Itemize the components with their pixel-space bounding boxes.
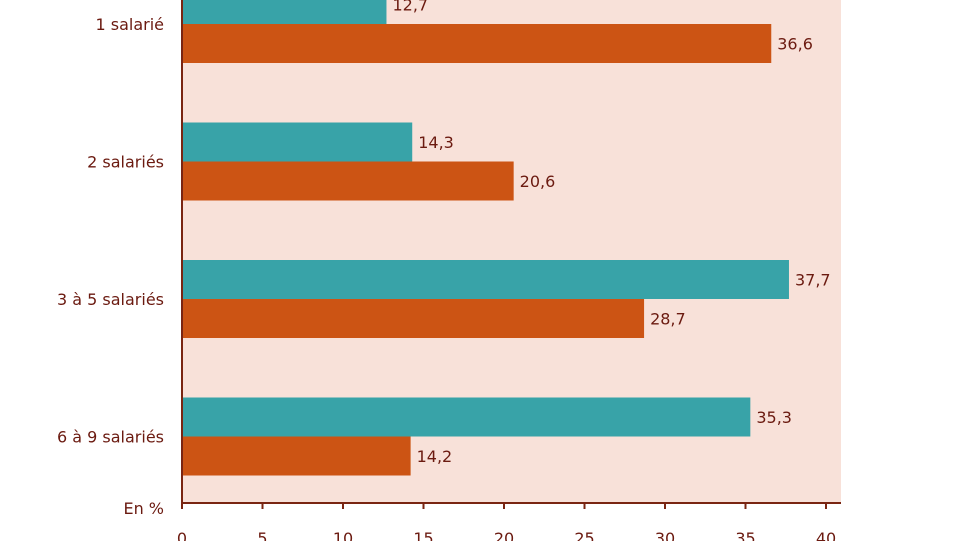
x-unit-label: En % — [123, 499, 164, 518]
bar-teal-3 — [182, 397, 751, 437]
bar-teal-0 — [182, 0, 387, 24]
bar-teal-2 — [182, 260, 789, 299]
x-ticks-group: 0 5 10 15 20 25 30 35 40 — [177, 503, 836, 541]
x-tick-label-0: 0 — [177, 529, 187, 541]
bar-orange-2 — [182, 299, 645, 338]
category-label-0: 1 salarié — [95, 15, 164, 34]
data-label-1-2: 28,7 — [650, 310, 686, 329]
data-label-0-1: 14,3 — [418, 133, 454, 152]
category-label-3: 6 à 9 salariés — [57, 428, 164, 447]
data-label-1-1: 20,6 — [520, 172, 556, 191]
bar-orange-3 — [182, 436, 411, 476]
x-tick-label-5: 5 — [257, 529, 267, 541]
bar-teal-1 — [182, 122, 413, 162]
data-labels-group: 12,7 36,6 14,3 20,6 37,7 28,7 35,3 14,2 — [392, 0, 830, 466]
bars-group — [182, 0, 789, 476]
category-label-2: 3 à 5 salariés — [57, 290, 164, 309]
data-label-0-0: 12,7 — [392, 0, 428, 15]
x-tick-label-35: 35 — [735, 529, 755, 541]
x-tick-label-30: 30 — [655, 529, 675, 541]
x-tick-label-25: 25 — [574, 529, 594, 541]
x-tick-label-20: 20 — [494, 529, 514, 541]
category-labels-group: 1 salarié 2 salariés 3 à 5 salariés 6 à 9 s… — [57, 15, 164, 447]
x-tick-label-40: 40 — [816, 529, 836, 541]
x-tick-label-15: 15 — [413, 529, 433, 541]
data-label-1-3: 14,2 — [417, 447, 453, 466]
bar-orange-0 — [182, 24, 772, 63]
data-label-0-3: 35,3 — [756, 408, 792, 427]
bar-orange-1 — [182, 161, 514, 201]
data-label-0-2: 37,7 — [795, 271, 831, 290]
category-label-1: 2 salariés — [87, 153, 164, 172]
data-label-1-0: 36,6 — [777, 35, 813, 54]
x-tick-label-10: 10 — [333, 529, 353, 541]
